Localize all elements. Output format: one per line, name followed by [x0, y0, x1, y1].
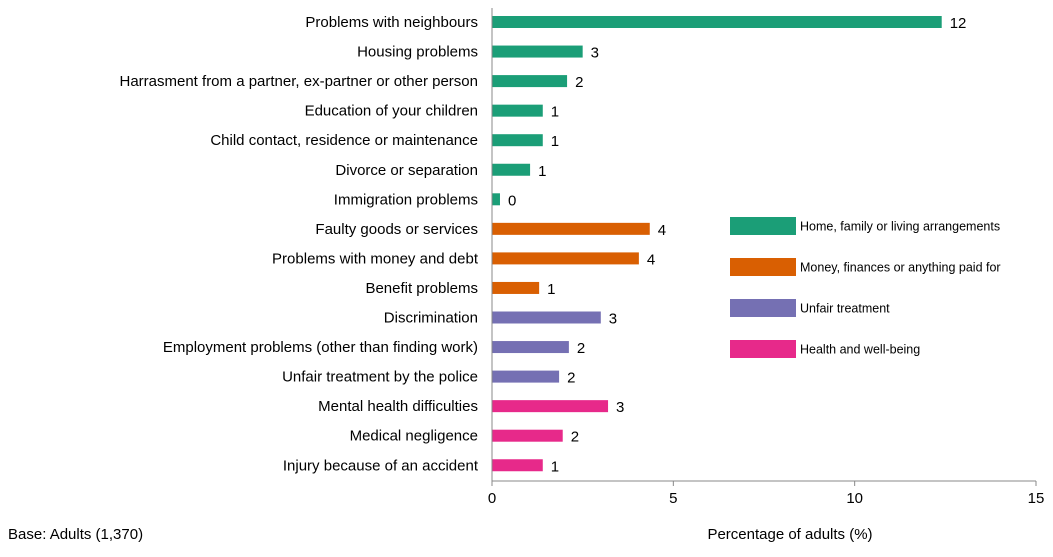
category-label: Immigration problems: [334, 191, 478, 208]
legend: Home, family or living arrangements Money…: [730, 217, 1001, 358]
x-tick-label: 0: [488, 490, 496, 507]
legend-swatch: [730, 340, 796, 358]
data-label: 1: [551, 458, 559, 475]
legend-swatch: [730, 217, 796, 235]
category-label: Education of your children: [305, 103, 478, 120]
x-tick-label: 5: [669, 490, 677, 507]
category-label: Discrimination: [384, 310, 478, 327]
data-label: 4: [658, 222, 666, 239]
category-label: Faulty goods or services: [315, 221, 478, 238]
base-note: Base: Adults (1,370): [8, 526, 143, 543]
legend-label: Health and well-being: [800, 343, 920, 357]
data-label: 2: [577, 340, 585, 357]
category-label: Problems with money and debt: [272, 250, 479, 267]
x-tick-label: 15: [1028, 490, 1045, 507]
category-label: Divorce or separation: [335, 162, 478, 179]
data-label: 2: [571, 429, 579, 446]
category-label: Injury because of an accident: [283, 457, 479, 474]
category-label: Benefit problems: [365, 280, 478, 297]
category-label: Medical negligence: [350, 428, 478, 445]
category-label: Housing problems: [357, 44, 478, 61]
category-label: Harrasment from a partner, ex-partner or…: [120, 73, 479, 90]
legend-label: Unfair treatment: [800, 302, 890, 316]
bar: [492, 252, 639, 265]
data-label: 12: [950, 15, 967, 32]
legend-swatch: [730, 258, 796, 276]
legend-label: Home, family or living arrangements: [800, 220, 1000, 234]
data-label: 2: [567, 370, 575, 387]
data-label: 1: [547, 281, 555, 298]
bar: [492, 370, 560, 383]
category-label: Problems with neighbours: [305, 14, 478, 31]
bar: [492, 400, 609, 413]
bar: [492, 222, 650, 235]
data-label: 2: [575, 74, 583, 91]
data-label: 3: [609, 311, 617, 328]
category-label: Mental health difficulties: [318, 398, 478, 415]
category-label: Unfair treatment by the police: [282, 369, 478, 386]
data-label: 3: [591, 45, 599, 62]
bar: [492, 429, 563, 442]
bar: [492, 193, 500, 206]
bar: [492, 134, 543, 147]
bar: [492, 311, 601, 324]
bar: [492, 163, 531, 176]
category-label: Employment problems (other than finding …: [163, 339, 478, 356]
bar: [492, 75, 568, 88]
bar: [492, 16, 942, 28]
x-axis-title: Percentage of adults (%): [707, 526, 872, 543]
data-label: 1: [538, 163, 546, 180]
data-label: 1: [551, 133, 559, 150]
data-label: 1: [551, 104, 559, 121]
data-label: 4: [647, 251, 655, 268]
x-tick-label: 10: [846, 490, 863, 507]
legend-label: Money, finances or anything paid for: [800, 261, 1001, 275]
data-label: 0: [508, 192, 516, 209]
bar: [492, 45, 583, 58]
bar: [492, 341, 569, 354]
bar: [492, 459, 543, 472]
category-label: Child contact, residence or maintenance: [210, 132, 478, 149]
bar: [492, 281, 540, 294]
legend-swatch: [730, 299, 796, 317]
data-label: 3: [616, 399, 624, 416]
bar: [492, 104, 543, 117]
